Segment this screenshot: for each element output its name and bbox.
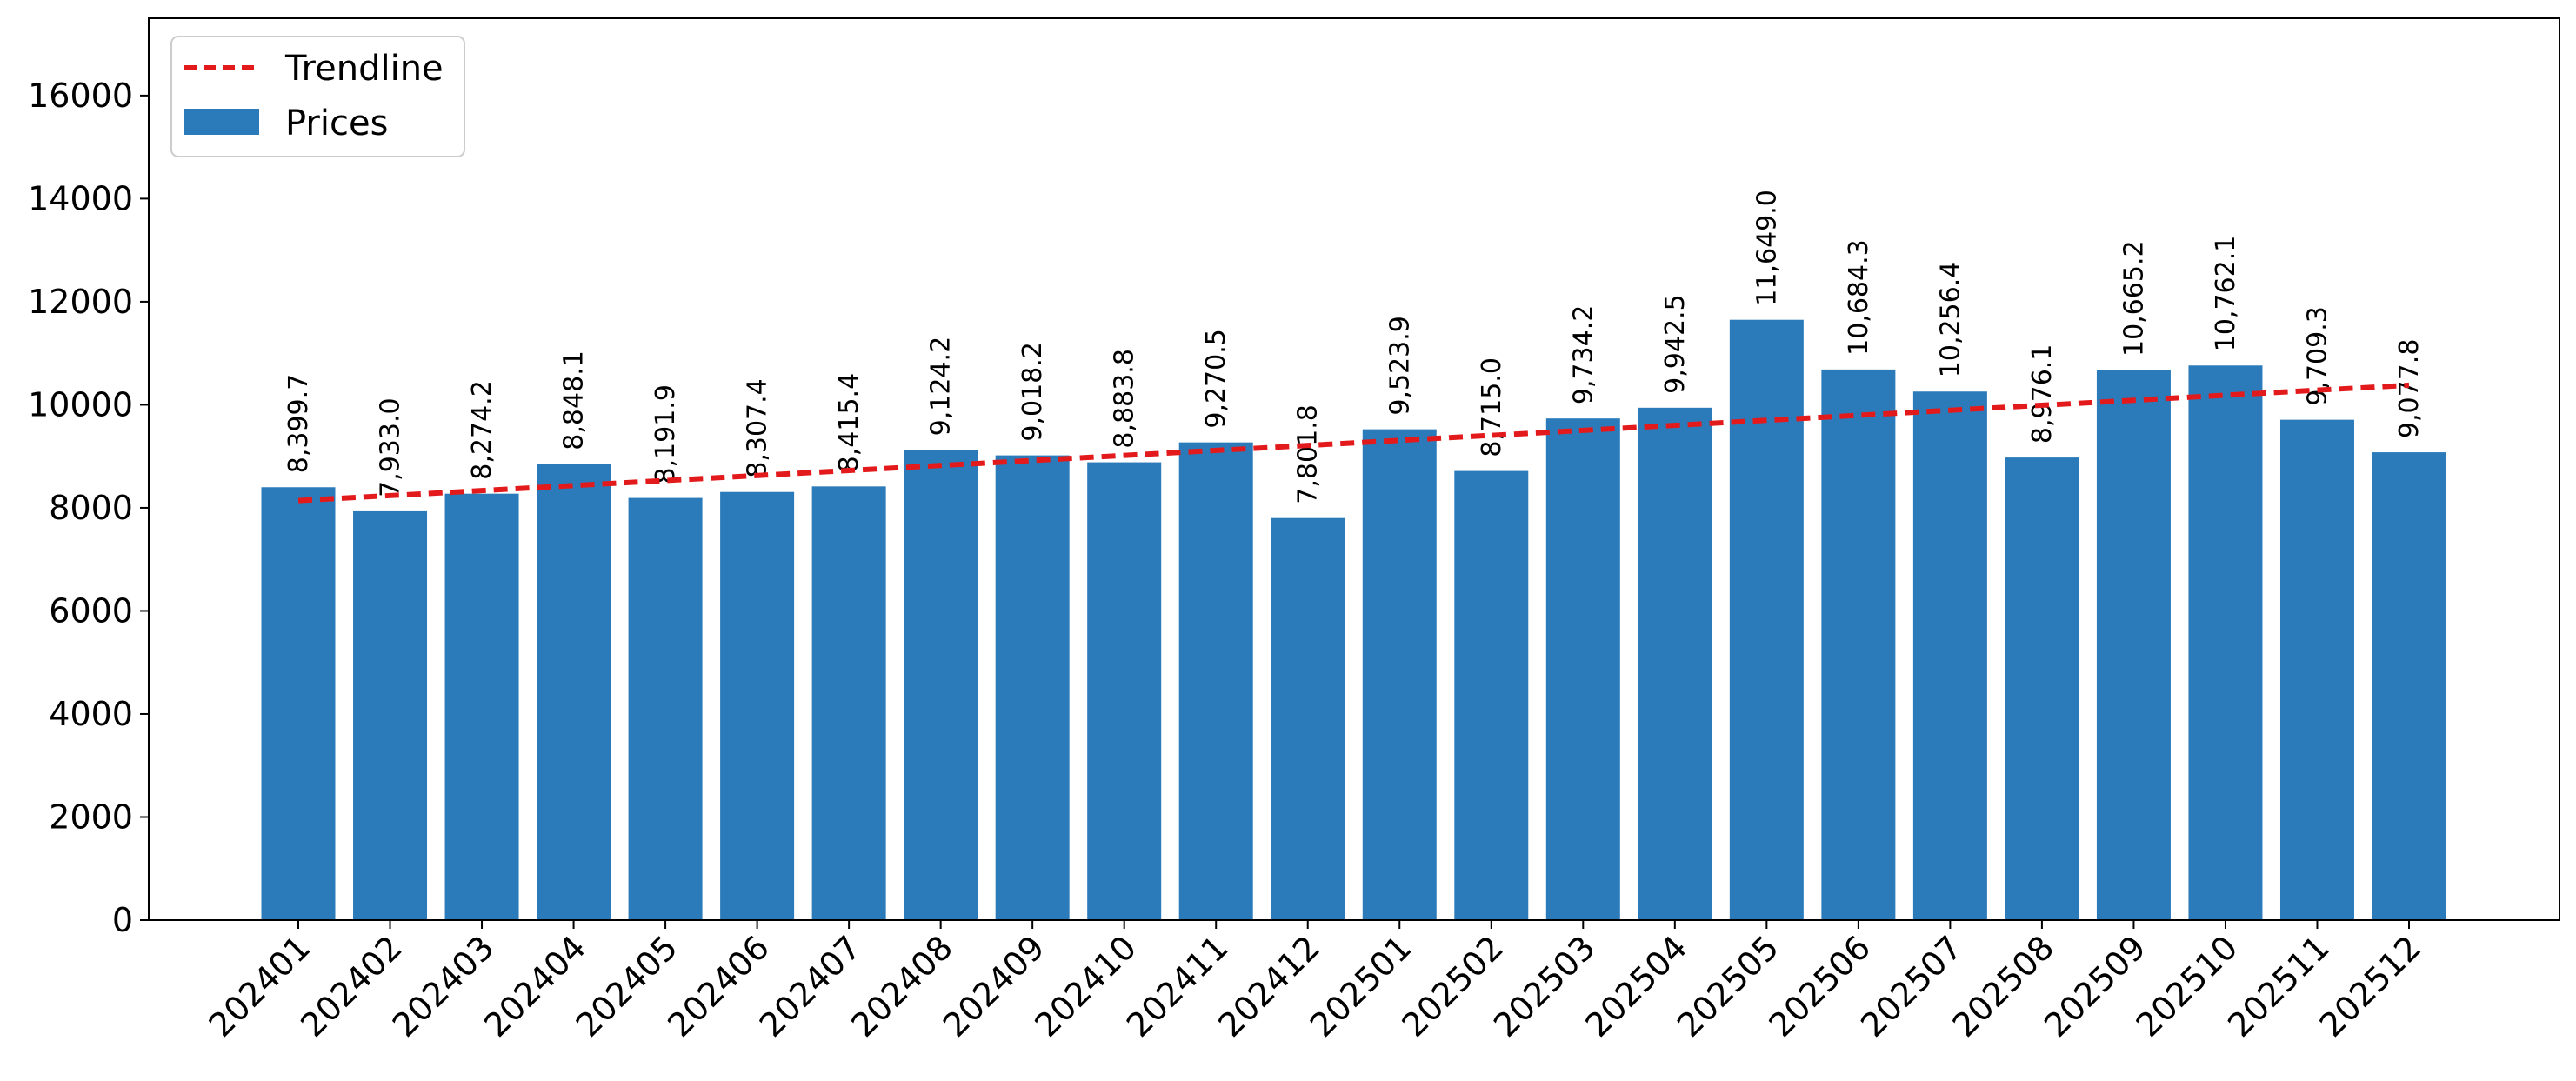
data-label-202408: 9,124.2	[926, 337, 957, 437]
plot-frame	[148, 17, 2560, 921]
bar-202403	[444, 493, 519, 920]
data-label-202412: 7,801.8	[1293, 404, 1324, 504]
data-label-202404: 8,848.1	[559, 350, 590, 450]
bar-202404	[537, 464, 611, 920]
bar-202401	[261, 487, 336, 920]
y-tick-label-4000: 4000	[49, 695, 133, 733]
y-tick-label-14000: 14000	[28, 179, 133, 217]
data-label-202508: 8,976.1	[2027, 344, 2058, 444]
data-label-202506: 10,684.3	[1844, 239, 1874, 356]
data-label-202407: 8,415.4	[834, 373, 864, 473]
bar-202408	[904, 450, 978, 920]
data-label-202504: 9,942.5	[1660, 294, 1691, 394]
y-tick-label-12000: 12000	[28, 283, 133, 321]
data-label-202406: 8,307.4	[743, 378, 773, 478]
bar-202511	[2279, 419, 2354, 920]
trendline	[297, 382, 2410, 504]
data-labels-group: 8,399.7 7,933.0 8,274.2 8,848.1 8,191.9 8,307…	[284, 190, 2425, 504]
bar-202406	[720, 491, 795, 920]
legend-prices-swatch	[184, 109, 259, 135]
legend: Trendline Prices	[170, 36, 465, 157]
data-label-202509: 10,665.2	[2119, 240, 2149, 357]
legend-prices-label: Prices	[285, 103, 388, 143]
data-label-202505: 11,649.0	[1752, 190, 1782, 306]
bar-202409	[995, 455, 1070, 920]
y-tick-label-6000: 6000	[49, 591, 133, 630]
bar-202512	[2372, 452, 2446, 920]
data-label-202402: 7,933.0	[376, 397, 406, 497]
bar-202503	[1545, 418, 1620, 921]
bar-202508	[2005, 457, 2079, 920]
bar-202502	[1454, 470, 1529, 920]
bar-202507	[1912, 391, 1987, 920]
data-label-202512: 9,077.8	[2394, 339, 2425, 439]
data-label-202401: 8,399.7	[284, 374, 314, 474]
y-tick-label-16000: 16000	[28, 77, 133, 115]
trendline-group	[297, 382, 2410, 504]
bar-202501	[1362, 429, 1437, 921]
y-tick-label-8000: 8000	[49, 489, 133, 527]
bar-202504	[1638, 407, 1712, 921]
bar-202505	[1729, 319, 1804, 921]
data-label-202410: 8,883.8	[1110, 349, 1140, 449]
data-label-202510: 10,762.1	[2211, 236, 2241, 352]
data-label-202403: 8,274.2	[467, 380, 497, 480]
data-label-202502: 8,715.0	[1477, 357, 1507, 457]
data-label-202507: 10,256.4	[1935, 262, 1965, 378]
bar-202411	[1178, 442, 1253, 921]
y-axis: 0 2000 4000 6000 8000 10000 12000 14000 16000	[28, 77, 149, 939]
y-tick-label-0: 0	[112, 901, 133, 939]
bar-202410	[1087, 462, 1162, 920]
data-label-202411: 9,270.5	[1201, 329, 1231, 429]
bar-202412	[1271, 517, 1345, 920]
y-tick-label-10000: 10000	[28, 385, 133, 424]
y-tick-label-2000: 2000	[49, 797, 133, 836]
data-label-202503: 9,734.2	[1568, 305, 1598, 405]
bar-202509	[2096, 370, 2171, 920]
data-label-202409: 9,018.2	[1018, 342, 1048, 442]
bar-202506	[1821, 369, 1896, 920]
bar-202407	[811, 486, 886, 920]
legend-trendline-label: Trendline	[284, 49, 444, 89]
data-label-202405: 8,191.9	[651, 384, 681, 484]
bars-group	[261, 319, 2446, 921]
bar-202405	[628, 497, 703, 920]
bar-202510	[2188, 365, 2263, 921]
data-label-202501: 9,523.9	[1385, 316, 1415, 416]
bar-202402	[353, 510, 428, 920]
